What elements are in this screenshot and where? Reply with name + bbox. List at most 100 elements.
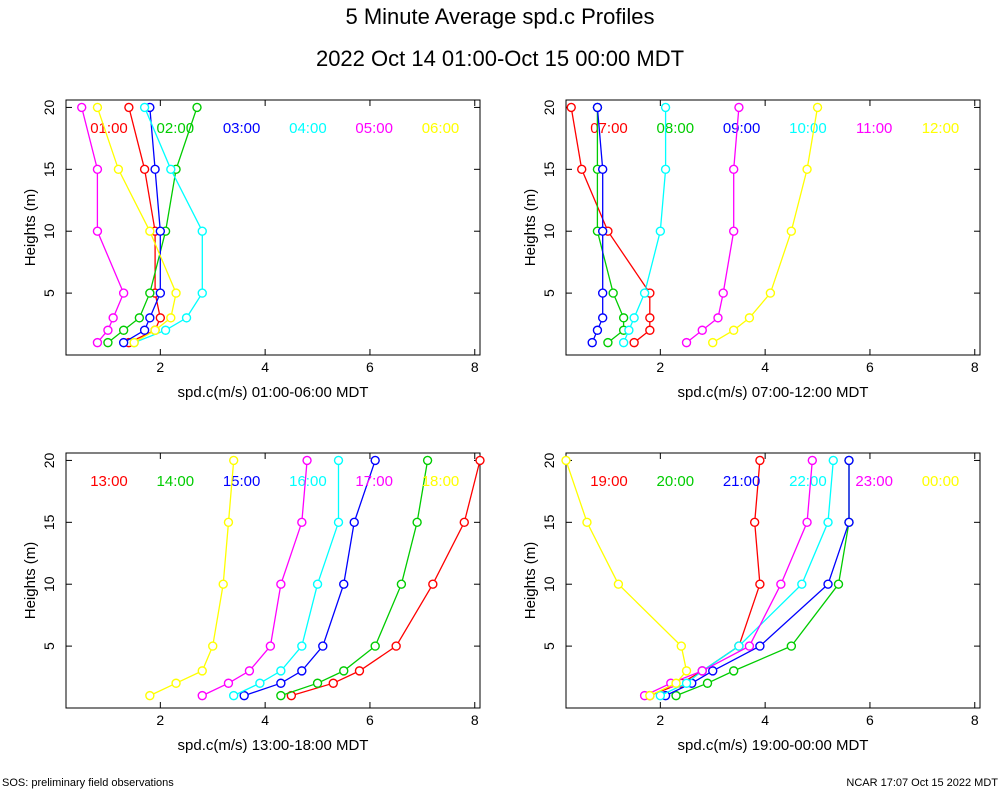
data-point <box>92 102 103 113</box>
data-point <box>276 690 286 701</box>
data-point <box>223 517 234 528</box>
data-point <box>786 641 797 651</box>
data-point <box>129 337 139 348</box>
data-point <box>728 325 739 335</box>
legend-entry: 19:00 <box>590 473 628 490</box>
data-point <box>639 288 650 298</box>
series-19:00 <box>645 455 765 701</box>
data-point <box>354 666 365 676</box>
data-point <box>645 690 655 701</box>
legend-entry: 17:00 <box>355 473 393 490</box>
y-axis-label: Heights (m) <box>522 542 539 620</box>
data-point <box>244 666 255 676</box>
data-point <box>181 313 192 323</box>
series-line <box>202 460 308 697</box>
data-point <box>197 226 207 236</box>
data-point <box>124 102 134 113</box>
data-point <box>624 325 634 335</box>
footer-timestamp: NCAR 17:07 Oct 15 2022 MDT <box>846 777 998 789</box>
series-line <box>233 460 340 697</box>
series-00:00 <box>561 455 692 701</box>
data-point <box>561 455 571 466</box>
data-point <box>566 102 576 113</box>
legend-entry: 13:00 <box>90 473 128 490</box>
series-06:00 <box>92 102 181 348</box>
legend-entry: 00:00 <box>922 473 960 490</box>
data-point <box>597 226 608 236</box>
data-point <box>681 337 692 348</box>
data-point <box>592 102 603 113</box>
data-point <box>702 678 713 688</box>
legend-entry: 03:00 <box>223 120 261 137</box>
data-point <box>459 517 469 528</box>
series-line <box>649 460 761 697</box>
plot-frame <box>65 99 481 356</box>
data-point <box>749 517 760 528</box>
data-point <box>786 226 797 236</box>
series-line <box>644 460 813 697</box>
data-point <box>681 678 692 688</box>
data-point <box>655 226 666 236</box>
series-20:00 <box>671 455 854 701</box>
x-tick-label: 2 <box>156 712 164 728</box>
series-03:00 <box>118 102 166 348</box>
series-13:00 <box>286 455 485 701</box>
chart-title: 5 Minute Average spd.c Profiles <box>345 4 655 29</box>
legend-entry: 11:00 <box>856 120 892 137</box>
data-point <box>728 164 739 175</box>
series-line <box>660 460 834 697</box>
data-point <box>613 579 624 589</box>
data-point <box>645 325 655 335</box>
legend-entry: 10:00 <box>789 120 827 137</box>
data-point <box>171 288 181 298</box>
y-tick-label: 20 <box>541 99 557 115</box>
data-point <box>618 337 629 348</box>
data-point <box>833 579 844 589</box>
data-point <box>312 678 323 688</box>
data-point <box>671 690 681 701</box>
legend-entry: 22:00 <box>789 473 827 490</box>
legend-entry: 23:00 <box>855 473 893 490</box>
legend-entry: 02:00 <box>157 120 195 137</box>
data-point <box>255 678 265 688</box>
data-point <box>597 164 608 175</box>
data-point <box>728 666 739 676</box>
x-tick-label: 8 <box>471 712 479 728</box>
data-point <box>139 325 150 335</box>
series-line <box>686 107 740 344</box>
data-point <box>697 666 707 676</box>
legend-entry: 04:00 <box>289 120 327 137</box>
data-point <box>671 678 681 688</box>
x-axis-label: spd.c(m/s) 07:00-12:00 MDT <box>678 384 869 401</box>
data-point <box>150 325 160 335</box>
data-point <box>592 325 603 335</box>
panel-4: 2 4 6 8 5 10 15 20 spd.c(m/s) 19:00-00:00 MDT Hei… <box>522 452 981 754</box>
series-line <box>128 107 161 344</box>
data-point <box>113 164 124 175</box>
data-point <box>155 313 166 323</box>
data-point <box>645 313 655 323</box>
y-tick-label: 5 <box>541 642 557 650</box>
footer-note: SOS: preliminary field observations <box>2 777 174 789</box>
data-point <box>118 325 129 335</box>
data-point <box>160 325 171 335</box>
series-05:00 <box>77 102 129 348</box>
data-point <box>844 455 854 466</box>
x-tick-label: 4 <box>761 359 769 375</box>
data-point <box>802 164 812 175</box>
x-tick-label: 2 <box>656 712 664 728</box>
data-point <box>265 641 276 651</box>
data-point <box>744 313 755 323</box>
data-point <box>734 641 744 651</box>
legend-entry: 06:00 <box>422 120 460 137</box>
plot-frame <box>565 99 981 356</box>
data-point <box>218 579 228 589</box>
legend-entry: 08:00 <box>657 120 695 137</box>
data-point <box>197 666 207 676</box>
data-point <box>755 455 765 466</box>
x-tick-label: 2 <box>656 359 664 375</box>
data-point <box>171 678 181 688</box>
data-point <box>297 517 307 528</box>
data-point <box>239 690 249 701</box>
data-point <box>166 313 176 323</box>
